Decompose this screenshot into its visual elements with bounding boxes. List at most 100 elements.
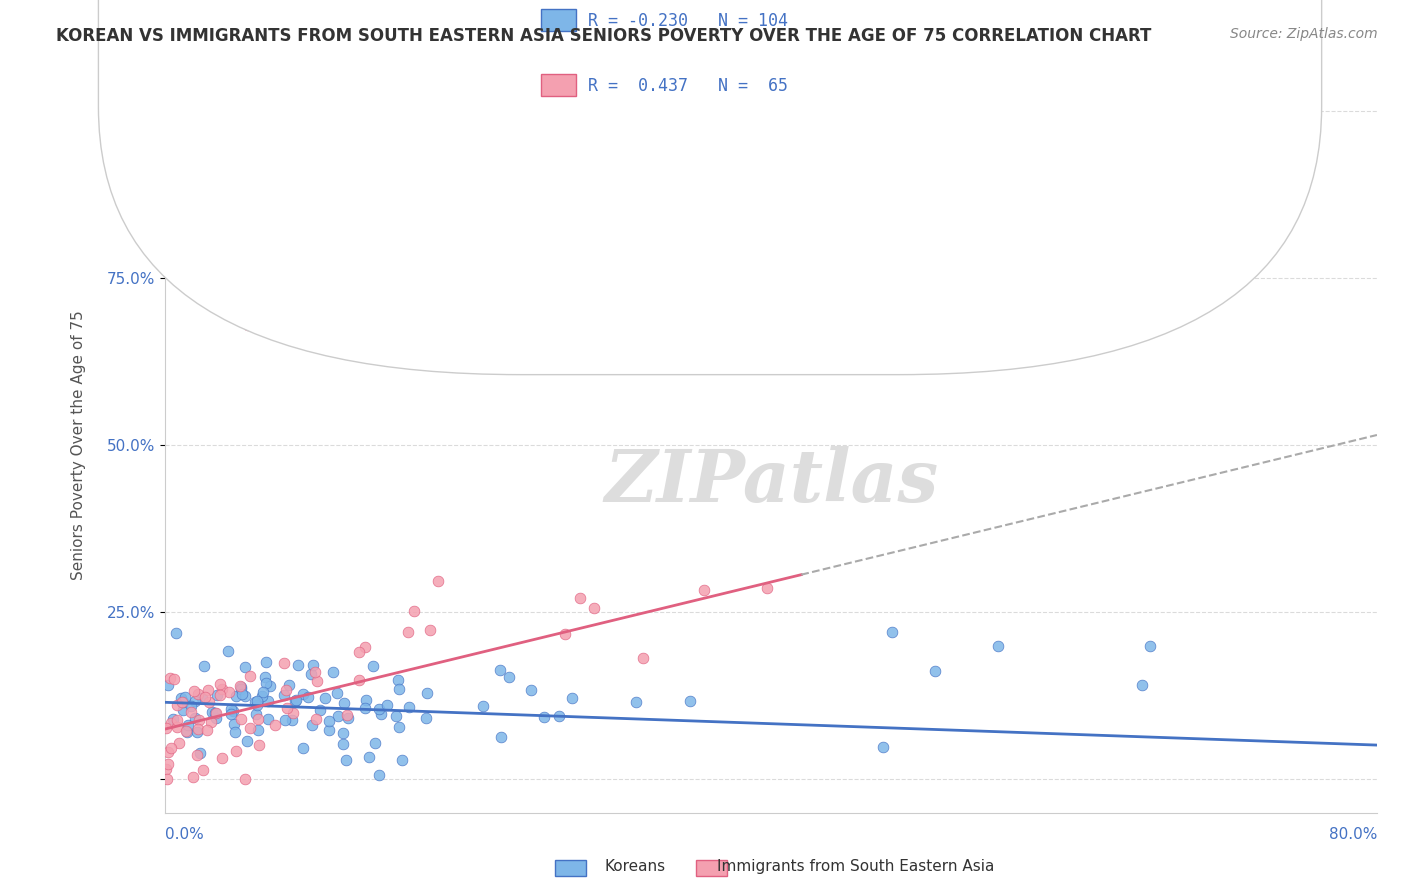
Point: [284, 693, 307, 707]
Point: [183, 684, 205, 698]
Point: [332, 726, 354, 740]
Point: [276, 700, 298, 714]
Text: Immigrants from South Eastern Asia: Immigrants from South Eastern Asia: [717, 859, 994, 874]
Point: [349, 645, 371, 659]
Point: [235, 689, 257, 703]
Point: [233, 660, 256, 674]
Point: [259, 679, 281, 693]
Point: [180, 705, 202, 719]
Point: [176, 724, 198, 739]
Point: [219, 707, 242, 722]
Point: [166, 719, 188, 733]
Point: [205, 711, 228, 725]
Point: [472, 698, 495, 713]
Point: [254, 675, 277, 690]
Point: [882, 625, 904, 640]
Point: [302, 657, 325, 672]
Point: [326, 708, 349, 723]
Point: [157, 757, 180, 772]
Point: [245, 707, 267, 722]
Point: [583, 601, 606, 615]
Point: [1130, 678, 1153, 692]
Point: [176, 725, 198, 739]
Point: [243, 695, 266, 709]
Point: [333, 696, 356, 710]
Point: [402, 604, 425, 618]
Point: [308, 702, 330, 716]
Point: [375, 698, 398, 712]
Point: [187, 713, 209, 727]
Point: [626, 695, 648, 709]
Point: [693, 583, 716, 598]
Point: [388, 720, 411, 734]
Point: [167, 736, 190, 750]
Point: [211, 681, 233, 696]
Point: [547, 709, 569, 723]
Point: [304, 665, 326, 679]
Point: [160, 715, 183, 730]
Point: [194, 690, 217, 705]
Point: [1139, 639, 1161, 653]
Point: [155, 762, 177, 776]
Point: [204, 706, 226, 720]
Point: [299, 667, 322, 681]
Text: R =  0.437   N =  65: R = 0.437 N = 65: [588, 77, 787, 95]
Point: [159, 672, 181, 686]
Point: [197, 682, 219, 697]
Point: [187, 722, 209, 736]
Point: [187, 687, 209, 701]
Point: [284, 694, 307, 708]
Point: [217, 644, 239, 658]
Point: [274, 713, 297, 727]
Point: [252, 689, 274, 703]
Point: [235, 733, 257, 747]
Point: [349, 673, 371, 687]
Point: [277, 678, 299, 692]
Point: [353, 700, 375, 714]
Point: [416, 686, 439, 700]
Point: [184, 694, 207, 708]
Point: [631, 651, 654, 665]
Point: [359, 750, 381, 764]
Point: [184, 711, 207, 725]
Point: [273, 656, 295, 670]
Point: [322, 665, 344, 680]
Point: [280, 713, 302, 727]
Point: [520, 683, 543, 698]
Text: 0.0%: 0.0%: [165, 827, 204, 842]
Point: [246, 712, 269, 726]
Point: [427, 574, 450, 588]
Point: [281, 706, 304, 721]
Point: [387, 673, 409, 688]
Point: [246, 723, 269, 738]
Point: [218, 685, 240, 699]
Point: [385, 709, 408, 723]
Point: [224, 725, 246, 739]
Point: [325, 686, 347, 700]
Point: [254, 655, 277, 669]
Point: [186, 725, 208, 739]
Point: [318, 714, 340, 728]
Text: ZIPatlas: ZIPatlas: [605, 446, 938, 517]
Point: [200, 715, 222, 730]
Point: [155, 722, 177, 736]
Point: [235, 772, 257, 787]
Point: [225, 690, 247, 704]
Point: [533, 710, 555, 724]
Point: [415, 711, 437, 725]
Point: [191, 763, 214, 777]
Point: [257, 712, 280, 726]
Point: [177, 718, 200, 732]
Point: [188, 746, 211, 760]
Point: [219, 702, 242, 716]
Point: [273, 688, 295, 702]
Point: [256, 694, 278, 708]
Point: [207, 688, 229, 702]
Point: [307, 673, 329, 688]
Point: [354, 693, 377, 707]
Text: R = -0.230   N = 104: R = -0.230 N = 104: [588, 12, 787, 29]
Text: Koreans: Koreans: [605, 859, 665, 874]
Point: [297, 690, 319, 704]
Point: [254, 670, 277, 684]
Point: [314, 691, 336, 706]
